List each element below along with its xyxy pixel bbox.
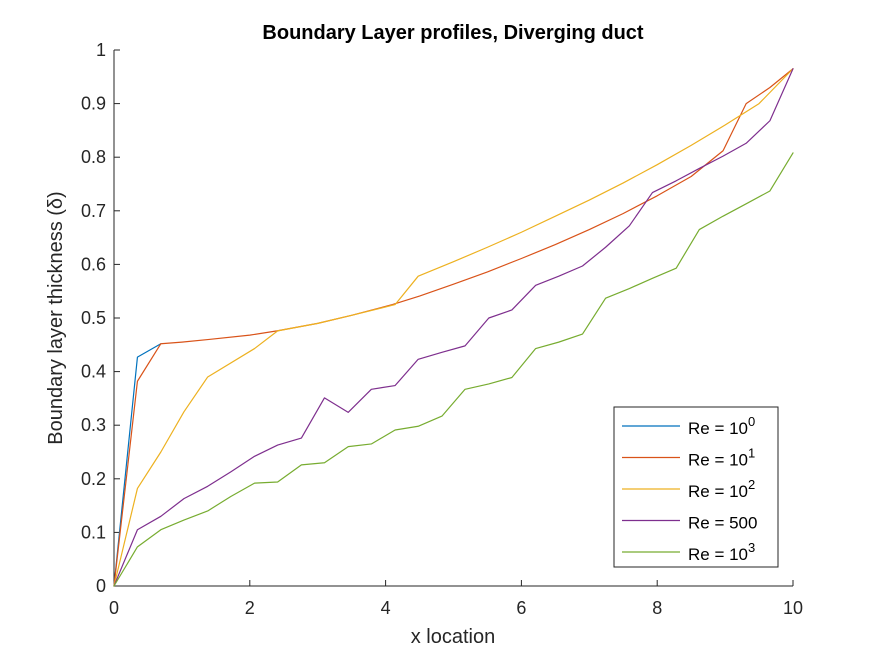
- series-line-0: [113, 343, 162, 587]
- legend-entry-base: Re = 500: [688, 514, 757, 533]
- legend-entry-exponent: 2: [748, 477, 755, 492]
- y-tick-label: 1: [96, 40, 106, 60]
- y-tick-label: 0.4: [81, 362, 106, 382]
- y-tick-label: 0.6: [81, 254, 106, 274]
- legend-box: [613, 406, 779, 568]
- y-tick-label: 0.7: [81, 201, 106, 221]
- y-tick-label: 0.1: [81, 522, 106, 542]
- legend-entry-exponent: 3: [748, 540, 755, 555]
- y-axis-label: Boundary layer thickness (δ): [45, 191, 67, 444]
- legend-entry-2: Re = 102: [688, 477, 755, 501]
- x-axis-label: x location: [411, 626, 496, 648]
- x-tick-label: 6: [516, 598, 526, 618]
- series-line-2: [113, 68, 794, 587]
- legend-entry-exponent: 0: [748, 414, 755, 429]
- y-tick-label: 0.9: [81, 94, 106, 114]
- legend-entry-4: Re = 103: [688, 540, 755, 564]
- y-tick-label: 0.2: [81, 469, 106, 489]
- series-line-3: [113, 68, 794, 587]
- y-axis-ticks: 0 0.1 0.2 0.3 0.4 0.5 0.6 0.7 0.8 0.9 1: [81, 40, 120, 596]
- y-tick-label: 0.5: [81, 308, 106, 328]
- x-tick-label: 0: [109, 598, 119, 618]
- chart-title: Boundary Layer profiles, Diverging duct: [262, 22, 644, 44]
- y-tick-label: 0.3: [81, 415, 106, 435]
- x-axis-ticks: 0 2 4 6 8 10: [109, 580, 803, 618]
- x-tick-label: 10: [783, 598, 803, 618]
- legend-entry-base: Re = 10: [688, 451, 748, 470]
- legend-entry-1: Re = 101: [688, 446, 755, 470]
- series-line-1: [113, 68, 794, 587]
- legend-entry-3: Re = 500: [688, 514, 757, 533]
- legend-entry-0: Re = 100: [688, 414, 755, 438]
- series-line-4: [113, 152, 794, 587]
- legend-entry-base: Re = 10: [688, 545, 748, 564]
- series-lines: [113, 68, 794, 587]
- y-tick-label: 0.8: [81, 147, 106, 167]
- legend-entry-base: Re = 10: [688, 482, 748, 501]
- x-tick-label: 4: [381, 598, 391, 618]
- x-tick-label: 8: [652, 598, 662, 618]
- legend-entry-base: Re = 10: [688, 419, 748, 438]
- y-tick-label: 0: [96, 576, 106, 596]
- legend-entry-exponent: 1: [748, 446, 755, 461]
- x-tick-label: 2: [245, 598, 255, 618]
